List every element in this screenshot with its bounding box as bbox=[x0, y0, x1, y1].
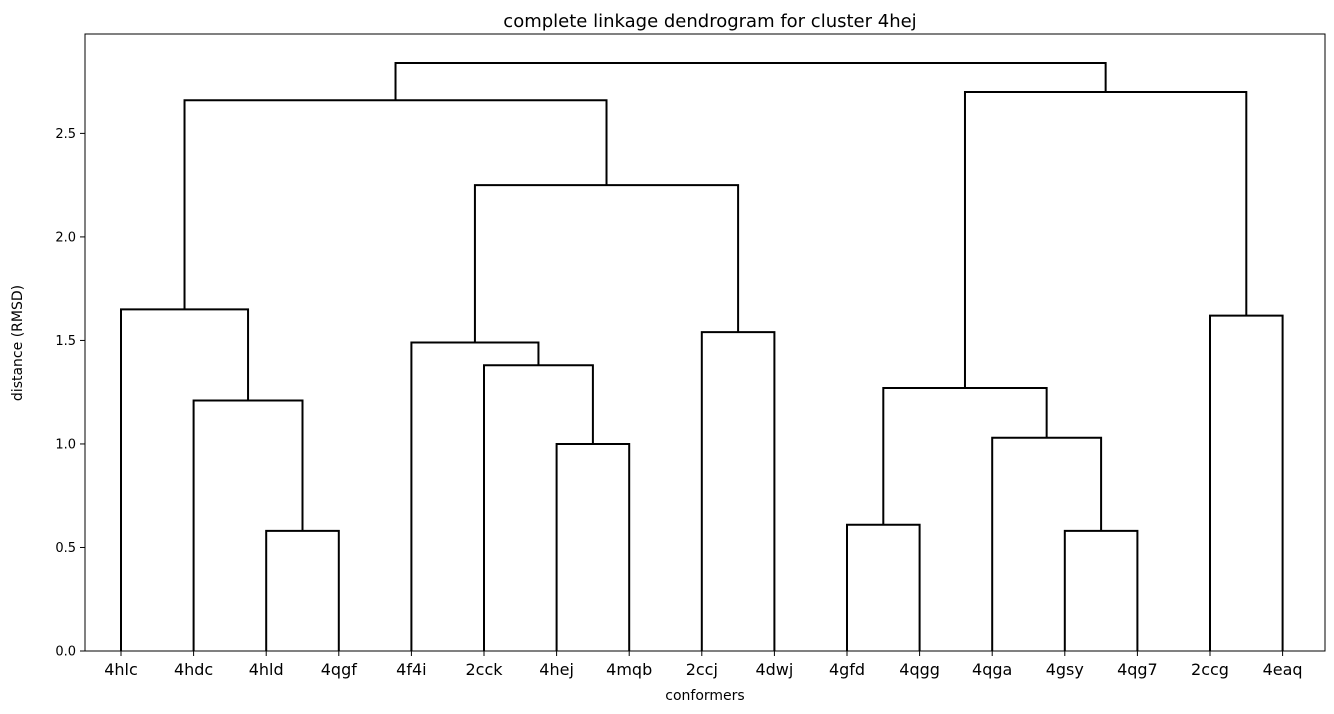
dendrogram-link bbox=[183, 99, 608, 310]
leaf-label: 4qg7 bbox=[1117, 660, 1158, 679]
dendrogram-link bbox=[192, 399, 304, 651]
y-tick-label: 0.0 bbox=[55, 645, 76, 660]
dendrogram-links bbox=[120, 61, 1284, 651]
dendrogram-link bbox=[882, 387, 1048, 525]
dendrogram-link bbox=[963, 90, 1248, 389]
chart-title: complete linkage dendrogram for cluster … bbox=[503, 11, 916, 32]
dendrogram-link bbox=[394, 61, 1107, 101]
y-tick-label: 0.5 bbox=[55, 541, 76, 556]
leaf-label: 4eaq bbox=[1263, 660, 1303, 679]
leaf-label: 2cck bbox=[465, 660, 503, 679]
leaf-label: 4qgf bbox=[321, 660, 357, 679]
leaf-label: 4dwj bbox=[755, 660, 793, 679]
leaf-label: 4hdc bbox=[174, 660, 213, 679]
x-axis: 4hlc 4hdc 4hld 4qgf 4f4i 2cck 4hej 4mqb 2ccj 4dwj… bbox=[104, 651, 1303, 679]
leaf-label: 4hej bbox=[539, 660, 574, 679]
dendrogram-link bbox=[846, 523, 921, 651]
dendrogram-link bbox=[555, 442, 631, 651]
plot-frame bbox=[84, 33, 1326, 652]
leaf-label: 4f4i bbox=[396, 660, 426, 679]
leaf-label: 4qga bbox=[972, 660, 1012, 679]
leaf-label: 4mqb bbox=[606, 660, 652, 679]
leaf-label: 4gfd bbox=[829, 660, 865, 679]
dendrogram-link bbox=[473, 184, 740, 343]
y-tick-label: 2.0 bbox=[55, 230, 76, 245]
y-tick-label: 2.5 bbox=[55, 127, 76, 142]
dendrogram-link bbox=[700, 331, 776, 651]
dendrogram-link bbox=[410, 341, 540, 651]
dendrogram-link bbox=[1063, 529, 1139, 651]
leaf-label: 4qgg bbox=[899, 660, 940, 679]
leaf-label: 4gsy bbox=[1046, 660, 1084, 679]
leaf-label: 4hld bbox=[249, 660, 284, 679]
dendrogram-link bbox=[1209, 314, 1284, 651]
dendrogram-link bbox=[483, 364, 594, 651]
y-tick-label: 1.0 bbox=[55, 437, 76, 452]
dendrogram-link bbox=[991, 436, 1103, 651]
leaf-label: 4hlc bbox=[104, 660, 138, 679]
leaf-label: 2ccg bbox=[1191, 660, 1229, 679]
x-axis-label: conformers bbox=[665, 688, 744, 704]
y-axis-label: distance (RMSD) bbox=[10, 285, 26, 401]
dendrogram-link bbox=[265, 529, 340, 651]
y-axis: 0.0 0.5 1.0 1.5 2.0 2.5 bbox=[55, 127, 85, 660]
leaf-label: 2ccj bbox=[686, 660, 718, 679]
y-tick-label: 1.5 bbox=[55, 334, 76, 349]
dendrogram-link bbox=[120, 308, 250, 651]
